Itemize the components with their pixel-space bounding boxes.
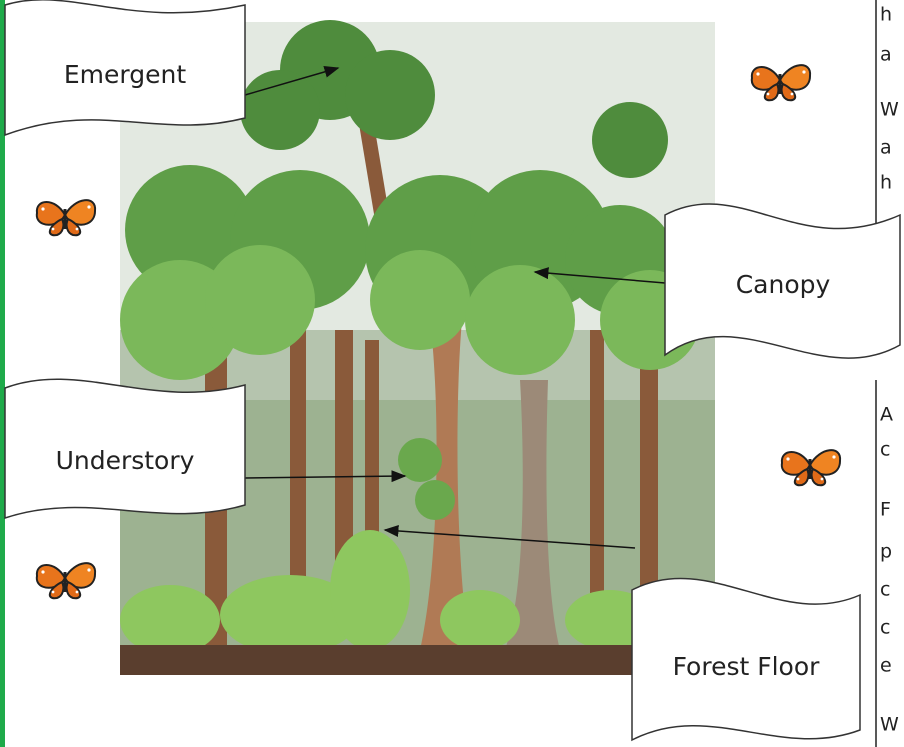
cut-off-text: e (880, 655, 892, 677)
cut-off-text: c (880, 579, 890, 601)
cut-off-text: c (880, 617, 890, 639)
cut-off-text: W (880, 99, 899, 121)
layer-label: Canopy (736, 270, 831, 299)
cut-off-text: A (880, 404, 893, 426)
worksheet: Emergent Canopy Understory Forest Floor … (0, 0, 904, 747)
cut-off-text: F (880, 499, 891, 521)
cut-off-text: h (880, 172, 892, 194)
worksheet-canvas: Emergent Canopy Understory Forest Floor … (0, 0, 904, 747)
layer-label: Understory (56, 446, 195, 475)
cut-off-text: a (880, 44, 892, 66)
layer-label: Emergent (64, 60, 186, 89)
layer-label: Forest Floor (673, 652, 821, 681)
cut-off-text: a (880, 137, 892, 159)
cut-off-text: h (880, 4, 892, 26)
cut-off-text: W (880, 714, 899, 736)
cut-off-text: c (880, 439, 890, 461)
cut-off-text: p (880, 541, 892, 563)
